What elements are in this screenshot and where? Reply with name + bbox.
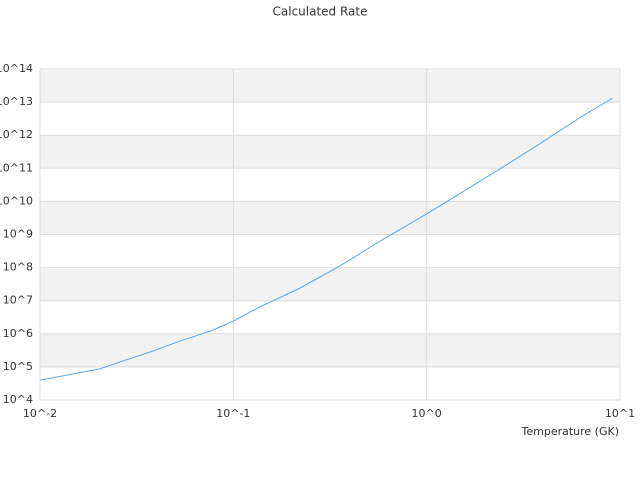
x-tick-label: 10^0 xyxy=(412,407,442,420)
line-series xyxy=(39,97,613,381)
x-tick-label: 10^-1 xyxy=(216,407,250,420)
chart-title: Calculated Rate xyxy=(273,5,368,19)
y-tick-label: 10^7 xyxy=(3,294,33,307)
y-tick-label: 10^6 xyxy=(3,327,33,340)
x-axis-label: Temperature (GK) xyxy=(521,425,620,438)
y-tick-label: 10^13 xyxy=(0,95,33,108)
y-tick-label: 10^12 xyxy=(0,128,33,141)
y-tick-label: 10^10 xyxy=(0,194,33,207)
x-tick-label: 10^1 xyxy=(605,407,635,420)
grid-band xyxy=(40,135,620,169)
grid-band xyxy=(40,333,620,367)
y-tick-label: 10^8 xyxy=(3,261,33,274)
grid-band xyxy=(40,69,620,103)
y-tick-label: 10^14 xyxy=(0,62,33,75)
x-tick-label: 10^-2 xyxy=(23,407,57,420)
y-tick-label: 10^11 xyxy=(0,161,33,174)
y-tick-label: 10^5 xyxy=(3,360,33,373)
y-tick-label: 10^9 xyxy=(3,228,33,241)
grid-band xyxy=(40,201,620,235)
grid-band xyxy=(40,267,620,301)
y-tick-label: 10^4 xyxy=(3,393,33,406)
